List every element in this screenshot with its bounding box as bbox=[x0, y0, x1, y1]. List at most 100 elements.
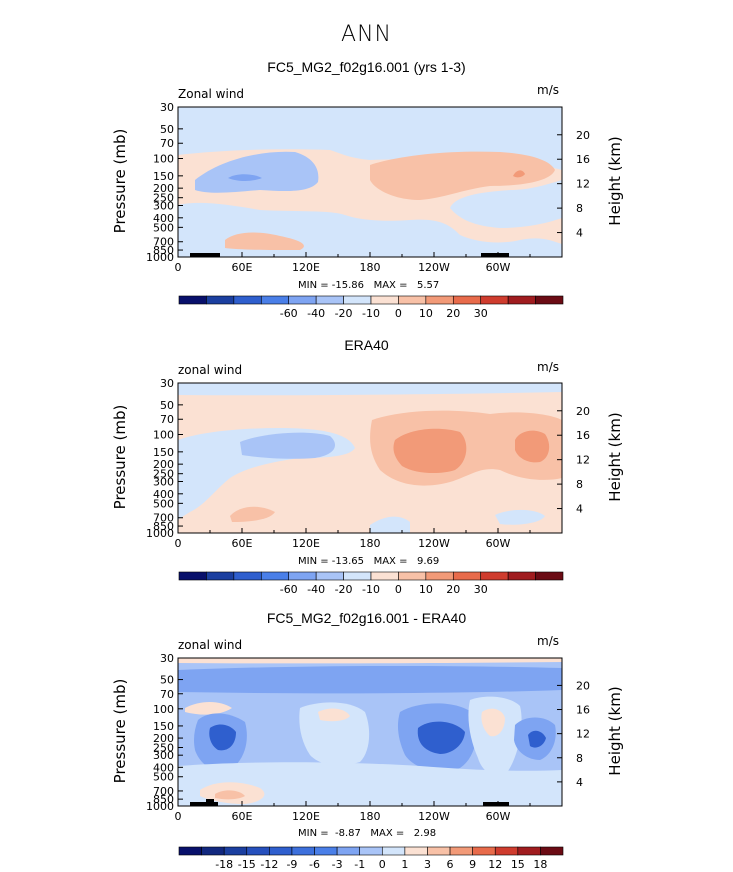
colorbar-label: 6 bbox=[447, 858, 454, 871]
region-positive-mid bbox=[185, 702, 232, 715]
colorbar-label: 0 bbox=[395, 583, 402, 596]
variable-label: Zonal wind bbox=[178, 87, 245, 101]
colorbar-swatch bbox=[535, 295, 564, 305]
y-tick-label: 250 bbox=[153, 468, 174, 481]
x-tick-label: 120E bbox=[292, 261, 320, 274]
y2-tick-label: 4 bbox=[576, 776, 583, 789]
region-negative-strat bbox=[178, 665, 562, 694]
x-tick-label: 60W bbox=[486, 261, 511, 274]
x-tick-label: 0 bbox=[175, 810, 182, 823]
colorbar-label: 3 bbox=[424, 858, 431, 871]
y-tick-label: 250 bbox=[153, 192, 174, 205]
panel-title: FC5_MG2_f02g16.001 (yrs 1-3) bbox=[267, 59, 466, 75]
topography bbox=[483, 802, 509, 806]
units-label: m/s bbox=[537, 360, 559, 374]
colorbar-label: -1 bbox=[354, 858, 365, 871]
y-tick-label: 700 bbox=[153, 236, 174, 249]
colorbar-swatch bbox=[336, 846, 361, 856]
y2-tick-label: 20 bbox=[576, 679, 590, 692]
y-tick-label: 200 bbox=[153, 732, 174, 745]
x-ticks: 0 60E 120E 180 120W 60W bbox=[175, 252, 531, 274]
panel-model: FC5_MG2_f02g16.001 (yrs 1-3) Zonal wind … bbox=[0, 0, 733, 320]
colorbar-label: -6 bbox=[309, 858, 320, 871]
region-positive-low-core bbox=[215, 790, 245, 800]
region-negative-east-core bbox=[528, 730, 546, 748]
y-tick-label: 1000 bbox=[146, 527, 174, 540]
y-tick-label: 50 bbox=[160, 123, 174, 136]
colorbar-swatch bbox=[517, 846, 541, 856]
y-tick-label: 150 bbox=[153, 720, 174, 733]
x-tick-label: 120E bbox=[292, 810, 320, 823]
y-tick-label: 500 bbox=[153, 497, 174, 510]
colorbar-label: -9 bbox=[286, 858, 297, 871]
x-tick-label: 0 bbox=[175, 261, 182, 274]
y-tick-label: 30 bbox=[160, 101, 174, 114]
colorbar-label: 0 bbox=[395, 307, 402, 320]
variable-label: zonal wind bbox=[178, 363, 243, 377]
region-negative-low bbox=[495, 509, 545, 525]
topography bbox=[481, 253, 509, 257]
region-negative-core bbox=[209, 724, 236, 751]
panel-title: ERA40 bbox=[344, 337, 389, 353]
region-positive-core bbox=[513, 170, 525, 178]
x-ticks: 0 60E 120E 180 120W 60W bbox=[175, 528, 531, 550]
x-tick-label: 120W bbox=[418, 261, 450, 274]
y-tick-label: 850 bbox=[153, 793, 174, 806]
x-tick-label: 180 bbox=[360, 261, 381, 274]
colorbar-label: 20 bbox=[446, 307, 460, 320]
x-tick-label: 120W bbox=[418, 537, 450, 550]
topography bbox=[190, 802, 218, 806]
colorbar-label: -40 bbox=[307, 307, 325, 320]
region-positive-lower bbox=[225, 232, 304, 250]
x-tick-label: 60E bbox=[232, 261, 253, 274]
colorbar-swatch bbox=[535, 571, 564, 581]
colorbar-label: 18 bbox=[533, 858, 547, 871]
colorbar-swatch bbox=[494, 846, 519, 856]
panel-title: FC5_MG2_f02g16.001 - ERA40 bbox=[266, 610, 467, 626]
region-negative-mid bbox=[195, 151, 319, 193]
y-tick-label: 200 bbox=[153, 182, 174, 195]
region-negative-pacific-core bbox=[417, 721, 465, 754]
x-tick-label: 60W bbox=[486, 537, 511, 550]
colorbar-label: 30 bbox=[474, 307, 488, 320]
colorbar-label: -15 bbox=[238, 858, 256, 871]
min-max-label: MIN = -13.65 MAX = 9.69 bbox=[298, 556, 440, 567]
colorbar-label: 10 bbox=[419, 307, 433, 320]
y-tick-label: 400 bbox=[153, 488, 174, 501]
min-max-label: MIN = -15.86 MAX = 5.57 bbox=[298, 280, 440, 291]
topography bbox=[206, 799, 214, 802]
region-positive-jet bbox=[370, 151, 555, 200]
colorbar-swatch bbox=[201, 846, 225, 856]
x-tick-label: 60W bbox=[486, 810, 511, 823]
y-tick-label: 1000 bbox=[146, 800, 174, 813]
figure-suptitle: ANN bbox=[341, 22, 392, 47]
y2-tick-label: 20 bbox=[576, 405, 590, 418]
y-tick-label: 400 bbox=[153, 761, 174, 774]
min-max-label: MIN = -8.87 MAX = 2.98 bbox=[298, 828, 437, 839]
y-tick-label: 500 bbox=[153, 771, 174, 784]
colorbar-label: 30 bbox=[474, 583, 488, 596]
y2-tick-label: 12 bbox=[576, 728, 590, 741]
colorbar-label: -20 bbox=[335, 307, 353, 320]
colorbar-label: 1 bbox=[401, 858, 408, 871]
y2-tick-label: 16 bbox=[576, 429, 590, 442]
region-negative-low bbox=[178, 762, 562, 806]
colorbar-swatch bbox=[246, 846, 270, 856]
colorbar-label: -10 bbox=[362, 307, 380, 320]
colorbar: -18 -15 -12 -9 -6 -3 -1 0 1 3 6 9 12 15 18 bbox=[178, 846, 564, 871]
colorbar-label: -60 bbox=[280, 583, 298, 596]
x-tick-label: 0 bbox=[175, 537, 182, 550]
region-negative-core bbox=[240, 432, 335, 459]
colorbar-swatch bbox=[291, 846, 315, 856]
y-tick-label: 850 bbox=[153, 244, 174, 257]
colorbar-label: -60 bbox=[280, 307, 298, 320]
colorbar-swatch bbox=[427, 846, 451, 856]
colorbar-swatch bbox=[472, 846, 496, 856]
y2-tick-label: 8 bbox=[576, 752, 583, 765]
colorbar-swatch bbox=[540, 846, 564, 856]
region-positive-small bbox=[318, 708, 350, 722]
y2-tick-label: 8 bbox=[576, 478, 583, 491]
